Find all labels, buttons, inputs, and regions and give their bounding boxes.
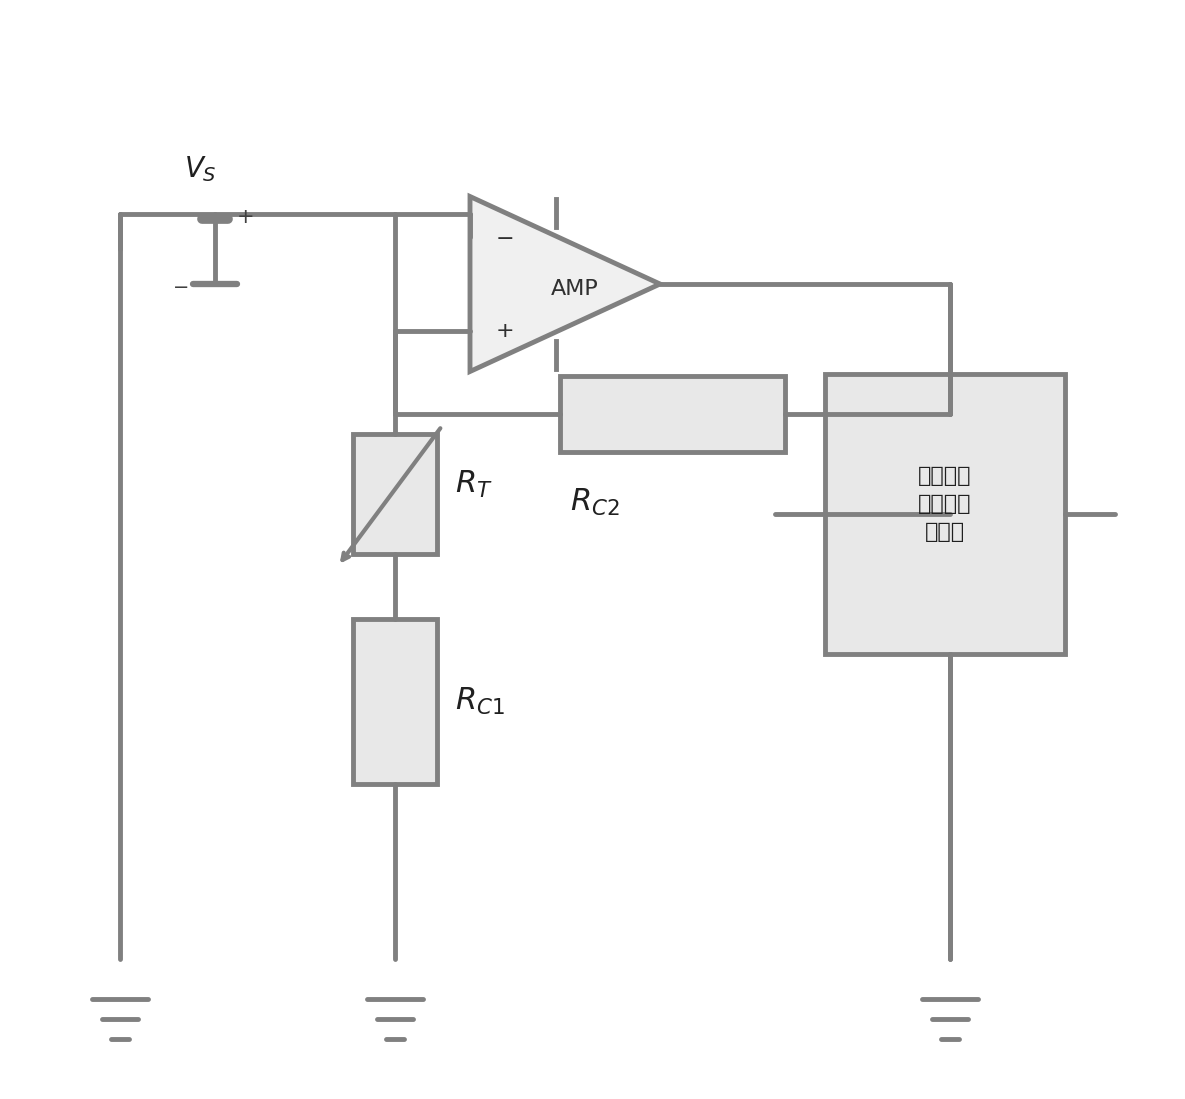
Bar	[353, 619, 437, 784]
Text: $-$: $-$	[172, 277, 188, 296]
Bar	[353, 434, 437, 554]
Polygon shape	[470, 197, 660, 371]
Text: $+$: $+$	[495, 321, 513, 342]
Text: 巨磁电阻
效应电流
传感器: 巨磁电阻 效应电流 传感器	[918, 466, 972, 542]
Text: $R_{C2}$: $R_{C2}$	[570, 487, 620, 518]
Text: $R_T$: $R_T$	[455, 468, 493, 500]
Bar	[561, 376, 784, 452]
Text: AMP: AMP	[551, 279, 598, 299]
Text: $-$: $-$	[495, 226, 513, 247]
Text: $R_{C1}$: $R_{C1}$	[455, 686, 505, 717]
Text: $V_S$: $V_S$	[184, 154, 217, 184]
Bar	[825, 374, 1065, 654]
Text: $+$: $+$	[236, 207, 254, 227]
